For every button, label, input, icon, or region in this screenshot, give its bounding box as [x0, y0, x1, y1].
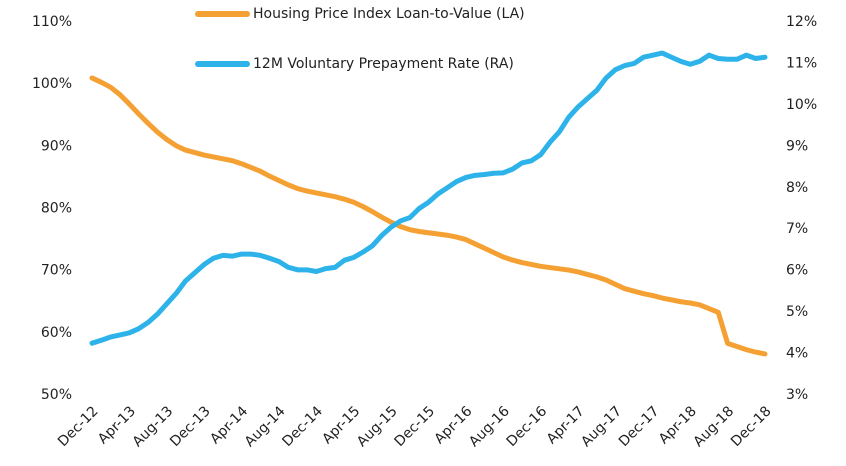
x-tick-label: Aug-18 — [690, 403, 737, 450]
y-tick-label: 50% — [41, 387, 72, 403]
y2-tick-label: 7% — [786, 221, 808, 237]
x-tick-label: Dec-17 — [616, 403, 663, 450]
x-tick-label: Dec-16 — [504, 403, 551, 450]
y-tick-label: 100% — [32, 76, 72, 92]
legend-label: Housing Price Index Loan-to-Value (LA) — [253, 6, 525, 22]
y2-tick-label: 5% — [786, 304, 808, 320]
y-tick-label: 90% — [41, 138, 72, 154]
x-tick-label: Dec-15 — [392, 403, 439, 450]
x-tick-label: Aug-13 — [130, 403, 177, 450]
y2-tick-label: 9% — [786, 138, 808, 154]
y-tick-label: 60% — [41, 325, 72, 341]
x-tick-label: Aug-17 — [578, 403, 625, 450]
y2-tick-label: 11% — [786, 55, 817, 71]
legend-label: 12M Voluntary Prepayment Rate (RA) — [253, 56, 514, 72]
y-tick-label: 110% — [32, 14, 72, 30]
x-tick-label: Aug-14 — [242, 403, 289, 450]
x-tick-label: Dec-12 — [55, 403, 102, 450]
series-line — [89, 75, 768, 357]
x-tick-label: Dec-14 — [279, 403, 326, 450]
y2-tick-label: 4% — [786, 346, 808, 362]
y2-tick-label: 8% — [786, 180, 808, 196]
y2-tick-label: 3% — [786, 387, 808, 403]
y-tick-label: 80% — [41, 201, 72, 217]
series-line — [89, 50, 768, 346]
x-tick-label: Aug-15 — [354, 403, 401, 450]
x-tick-label: Dec-13 — [167, 403, 214, 450]
x-tick-label: Aug-16 — [466, 403, 513, 450]
x-tick-label: Dec-18 — [728, 403, 775, 450]
y2-tick-label: 12% — [786, 14, 817, 30]
y2-tick-label: 6% — [786, 263, 808, 279]
y2-tick-label: 10% — [786, 97, 817, 113]
y-tick-label: 70% — [41, 263, 72, 279]
